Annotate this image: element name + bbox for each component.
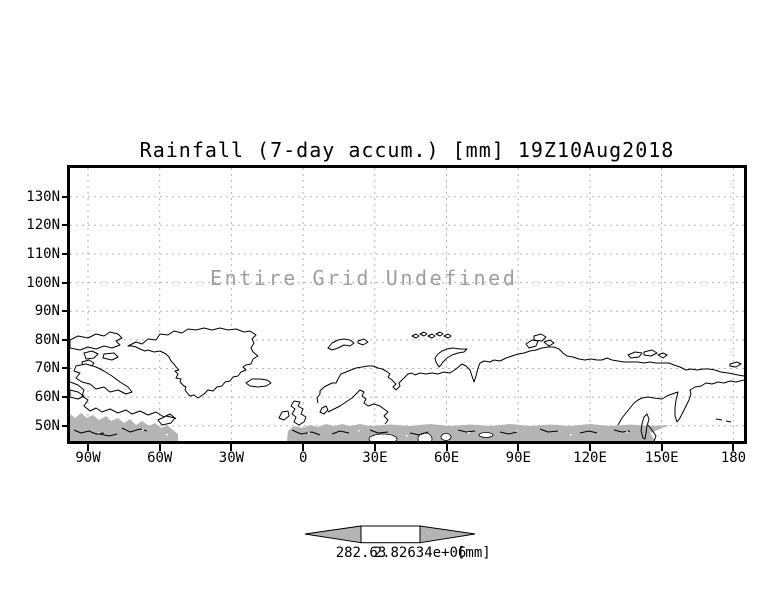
x-axis-tick-label: 30W [218, 450, 245, 466]
colorbar-left-label: 282.63 [335, 545, 387, 561]
y-axis-tick-label: 80N [34, 331, 60, 348]
map-svg [70, 168, 744, 441]
shade-speckles [98, 429, 628, 437]
colorbar-right-label: 2.82634e+06 [373, 545, 467, 561]
x-axis-tick-mark [445, 444, 448, 451]
x-axis-tick-mark [517, 444, 520, 451]
x-axis-tick-mark [158, 444, 161, 451]
x-axis-tick-label: 150E [644, 450, 679, 466]
x-axis-tick-mark [589, 444, 592, 451]
y-axis-tick-mark [62, 224, 69, 227]
colorbar-right-arrow [419, 525, 476, 544]
y-axis-tick-label: 110N [26, 245, 60, 262]
colorbar-units-label: [mm] [457, 545, 491, 561]
y-axis-tick-mark [62, 367, 69, 370]
colorbar [304, 525, 476, 544]
plot-frame [67, 165, 747, 444]
y-axis-tick-mark [62, 310, 69, 313]
x-axis-tick-mark [660, 444, 663, 451]
y-axis-tick-mark [62, 195, 69, 198]
x-axis-tick-label: 60E [433, 450, 460, 466]
y-axis-tick-label: 90N [34, 303, 60, 320]
colorbar-mid-box [360, 525, 421, 544]
x-axis-tick-label: 120E [573, 450, 607, 466]
page-title: Rainfall (7-day accum.) [mm] 19Z10Aug201… [139, 138, 675, 162]
x-axis-tick-label: 90E [505, 450, 531, 466]
y-axis-tick-label: 60N [34, 389, 60, 406]
undefined-annotation: Entire Grid Undefined [210, 266, 518, 290]
x-axis-tick-label: 60W [147, 450, 173, 466]
x-axis-tick-label: 180 [720, 450, 747, 466]
x-axis-tick-label: 0 [298, 450, 308, 466]
x-axis-tick-mark [87, 444, 89, 451]
y-axis-tick-mark [62, 396, 69, 399]
x-axis-tick-mark [230, 444, 233, 451]
x-axis-tick-mark [373, 444, 376, 451]
y-axis-tick-label: 50N [34, 417, 60, 434]
x-axis-tick-mark [302, 444, 305, 451]
x-axis-tick-label: 90W [75, 450, 101, 466]
y-axis-tick-label: 70N [34, 360, 60, 377]
x-axis-tick-label: 30E [362, 450, 388, 466]
y-axis-tick-mark [62, 424, 69, 427]
y-axis-tick-label: 100N [26, 274, 60, 291]
y-axis-tick-label: 120N [26, 217, 60, 234]
y-axis-tick-mark [62, 338, 69, 341]
y-axis-tick-mark [62, 281, 69, 284]
y-axis-tick-mark [62, 252, 69, 255]
y-axis-tick-label: 130N [26, 188, 60, 205]
colorbar-left-arrow [304, 525, 362, 544]
coastlines [70, 327, 744, 441]
x-axis-tick-mark [732, 444, 735, 451]
gridlines [70, 168, 744, 441]
